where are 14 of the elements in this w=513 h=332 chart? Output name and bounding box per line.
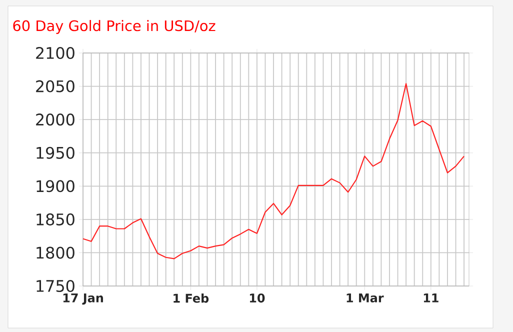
y-tick-label: 1850 xyxy=(36,213,74,226)
y-tick-label: 1800 xyxy=(36,246,74,259)
y-tick-label: 2100 xyxy=(36,46,74,60)
x-tick-label: 1 Feb xyxy=(174,294,209,303)
y-tick-label: 2050 xyxy=(36,80,74,92)
x-tick-label: 1 Mar xyxy=(346,294,384,302)
y-tick-label: 1950 xyxy=(36,146,74,159)
chart-title: 60 Day Gold Price in USD/oz xyxy=(13,20,216,34)
x-tick-label: 11 xyxy=(424,294,438,302)
y-tick-label: 1750 xyxy=(36,280,74,292)
y-tick-label: 2000 xyxy=(36,114,74,126)
x-tick-label: 10 xyxy=(250,294,265,303)
x-tick-label: 17 Jan xyxy=(63,294,103,305)
y-tick-label: 1900 xyxy=(36,180,74,192)
